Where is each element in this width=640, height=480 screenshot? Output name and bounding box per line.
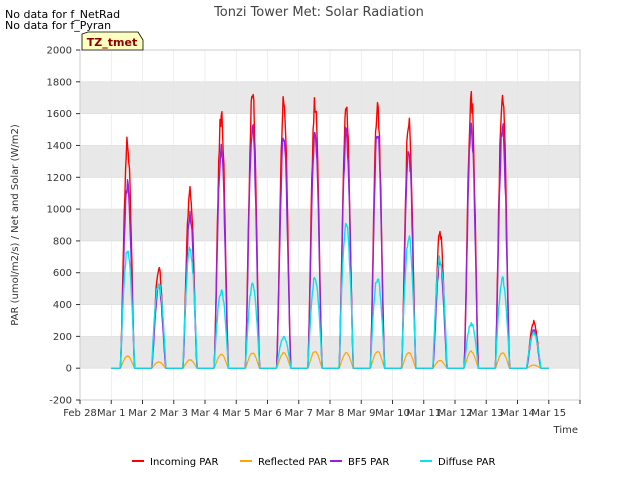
series-diffuse-day-2: [142, 283, 174, 369]
x-tick-label: Mar 5: [222, 408, 250, 419]
legend: Incoming PAR Reflected PAR BF5 PAR Diffuse …: [132, 457, 495, 468]
y-tick-label: 1400: [47, 141, 72, 152]
x-tick-label: Mar 12: [438, 408, 473, 419]
series-diffuse-day-8: [330, 222, 362, 369]
y-tick-label: 2000: [47, 46, 72, 57]
series-diffuse-day-3: [173, 246, 206, 369]
series-diffuse-day-12: [455, 322, 487, 369]
tz-tag-box: [81, 31, 144, 51]
y-tick-label: 1800: [47, 77, 72, 88]
x-tick-label: Feb 28: [63, 408, 97, 419]
series-diffuse: [111, 222, 549, 369]
x-tick-label: Mar 14: [500, 408, 535, 419]
y-tick-label: 1600: [47, 109, 72, 120]
x-tick-label: Mar 11: [406, 408, 441, 419]
series-diffuse-day-9: [361, 278, 393, 369]
series-diffuse-day-10: [392, 235, 424, 369]
y-tick-label: 1200: [47, 173, 72, 184]
x-tick-label: Mar 7: [285, 408, 313, 419]
legend-label-bf5: BF5 PAR: [348, 457, 389, 468]
x-tick-label: Mar 3: [160, 408, 188, 419]
tz-tag-label: TZ_tmet: [87, 36, 137, 49]
series-diffuse-day-6: [267, 335, 299, 369]
series-bf5-day-4: [204, 143, 237, 369]
y-tick-label: 0: [66, 364, 72, 375]
x-tick-label: Mar 13: [469, 408, 504, 419]
x-axis-label: Time: [553, 425, 578, 436]
no-data-netrad: No data for f_NetRad: [5, 8, 121, 21]
y-tick-label: -200: [49, 396, 72, 407]
x-tick-label: Mar 9: [347, 408, 375, 419]
series-diffuse-day-7: [298, 276, 330, 369]
x-tick-label: Mar 1: [97, 408, 125, 419]
series-diffuse-day-4: [204, 289, 237, 369]
x-tick-label: Mar 6: [253, 408, 281, 419]
y-tick-label: 800: [53, 236, 72, 247]
legend-label-reflected: Reflected PAR: [258, 457, 327, 468]
x-tick-label: Mar 10: [375, 408, 410, 419]
y-tick-label: 200: [53, 332, 72, 343]
y-tick-label: 600: [53, 268, 72, 279]
x-tick-label: Mar 15: [531, 408, 566, 419]
chart-title: Tonzi Tower Met: Solar Radiation: [213, 5, 424, 20]
legend-label-diffuse: Diffuse PAR: [438, 457, 495, 468]
x-tick-label: Mar 8: [316, 408, 344, 419]
tz-tag: TZ_tmet: [81, 31, 144, 51]
x-tick-label: Mar 2: [128, 408, 156, 419]
series-bf5-day-10: [392, 151, 424, 369]
series-diffuse-day-11: [423, 255, 455, 369]
series-diffuse-day-5: [236, 282, 268, 369]
series-diffuse-day-1: [111, 250, 143, 369]
y-tick-label: 1000: [47, 205, 72, 216]
y-tick-label: 400: [53, 300, 72, 311]
x-tick-label: Mar 4: [191, 408, 219, 419]
legend-label-incoming: Incoming PAR: [150, 457, 219, 468]
series-diffuse-day-13: [486, 276, 518, 369]
y-axis-label: PAR (umol/m2/s) / Net and Solar (W/m2): [10, 124, 21, 326]
no-data-pyran: No data for f_Pyran: [5, 19, 112, 32]
series-diffuse-day-14: [517, 331, 549, 369]
